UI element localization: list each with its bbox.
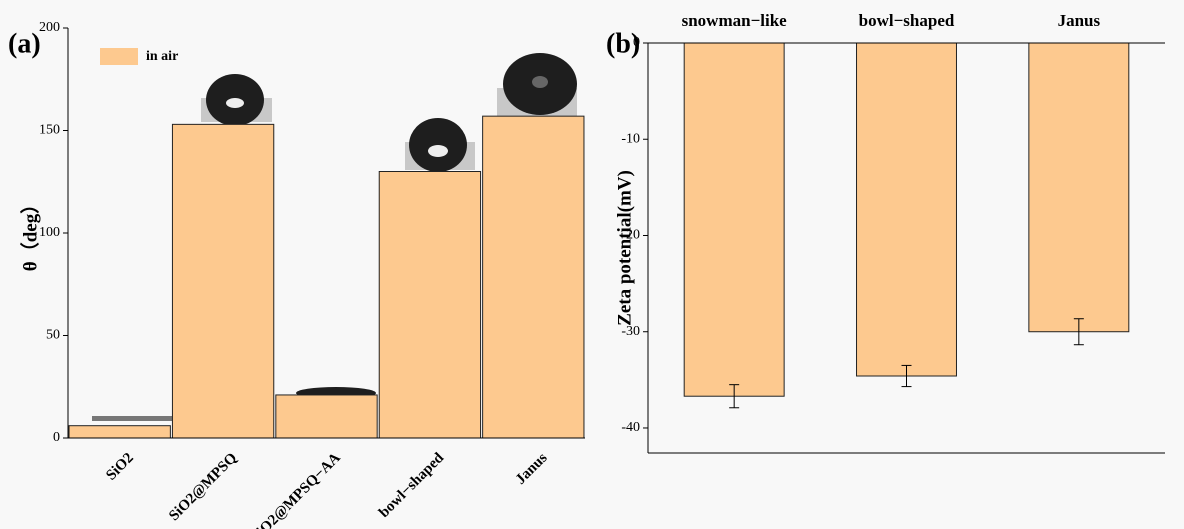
x-tick-label: bowl−shaped <box>859 11 955 30</box>
bar <box>857 43 957 376</box>
panel-label: (a) <box>8 28 41 59</box>
y-tick-label: -40 <box>621 420 640 435</box>
legend-swatch <box>100 48 138 65</box>
y-axis-label: Zeta potential(mV) <box>614 170 635 326</box>
bar <box>1029 43 1129 332</box>
bar <box>276 395 377 438</box>
y-axis-label: θ（deg） <box>18 195 41 271</box>
y-tick-label: 200 <box>39 20 60 35</box>
bar <box>483 116 584 438</box>
x-tick-label: Janus <box>1058 11 1101 30</box>
bar <box>379 172 480 439</box>
bar <box>172 124 273 438</box>
y-tick-label: 100 <box>39 225 60 240</box>
x-tick-label: snowman−like <box>682 11 788 30</box>
panel-label: (b) <box>606 28 640 59</box>
bar <box>684 43 784 396</box>
bar <box>69 426 170 438</box>
legend-label: in air <box>146 49 178 64</box>
y-tick-label: 50 <box>46 328 60 343</box>
figure: SiO2SiO2@MPSQSiO2@MPSQ−AAbowl−shapedJanu… <box>0 0 1184 529</box>
y-tick-label: -10 <box>621 131 640 146</box>
y-tick-label: 150 <box>39 123 60 138</box>
y-tick-label: 0 <box>53 430 60 445</box>
